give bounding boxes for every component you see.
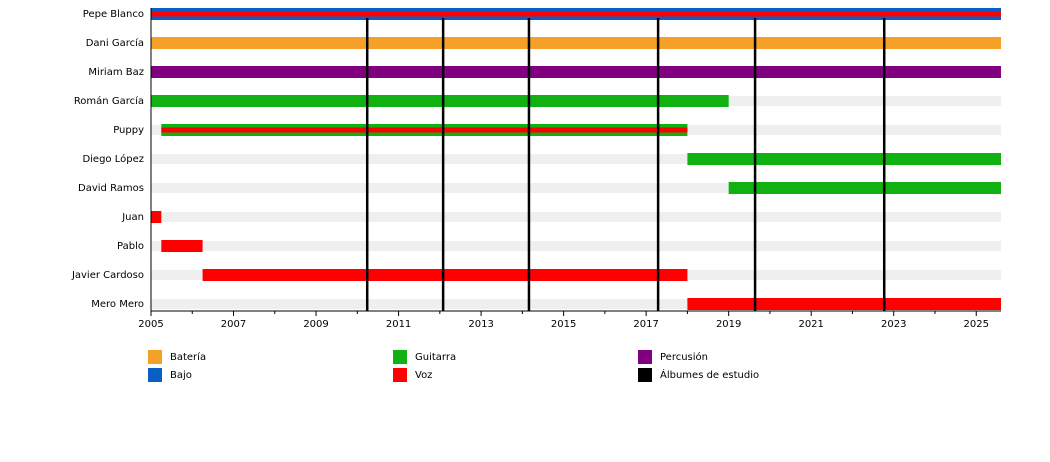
y-tick-label: Pablo: [117, 241, 144, 252]
legend-swatch: [638, 350, 652, 364]
x-tick-label: 2013: [468, 319, 493, 330]
y-tick-label: David Ramos: [78, 183, 144, 194]
bar: [161, 127, 688, 133]
x-tick-label: 2005: [138, 319, 163, 330]
row-band: [151, 212, 1001, 222]
x-tick-label: 2019: [716, 319, 741, 330]
bar: [202, 269, 688, 281]
row-band: [151, 241, 1001, 251]
y-tick-label: Dani García: [86, 37, 144, 49]
bar: [161, 240, 203, 252]
legend-label: Batería: [170, 351, 206, 363]
y-tick-label: Pepe Blanco: [83, 9, 144, 20]
x-tick-label: 2009: [303, 319, 328, 330]
bar: [151, 95, 729, 107]
bar: [728, 182, 1001, 194]
y-tick-label: Diego López: [82, 153, 144, 165]
row-band: [151, 183, 1001, 193]
x-tick-label: 2017: [633, 319, 658, 330]
row-band: [151, 299, 1001, 309]
legend-label: Guitarra: [415, 352, 456, 363]
bar: [151, 11, 1001, 17]
legend-swatch: [148, 350, 162, 364]
x-tick-label: 2025: [964, 319, 989, 330]
x-tick-label: 2015: [551, 319, 576, 330]
legend-label: Voz: [415, 370, 432, 381]
bar: [151, 66, 1001, 78]
legend-swatch: [393, 350, 407, 364]
bar: [687, 298, 1001, 310]
y-tick-label: Mero Mero: [91, 299, 144, 310]
y-tick-label: Miriam Baz: [88, 67, 144, 78]
bar: [151, 211, 162, 223]
y-tick-label: Juan: [121, 212, 144, 223]
x-tick-label: 2021: [798, 319, 823, 330]
bar: [151, 37, 1001, 49]
legend-label: Bajo: [170, 370, 192, 381]
legend-label: Álbumes de estudio: [660, 368, 759, 381]
y-tick-label: Puppy: [113, 125, 144, 136]
row-band: [151, 154, 1001, 164]
y-tick-label: Javier Cardoso: [71, 270, 144, 281]
legend-swatch: [393, 368, 407, 382]
x-tick-label: 2007: [221, 319, 246, 330]
legend-label: Percusión: [660, 351, 708, 363]
x-tick-label: 2011: [386, 319, 411, 330]
legend-swatch: [148, 368, 162, 382]
bar: [687, 153, 1001, 165]
legend-swatch: [638, 368, 652, 382]
x-tick-label: 2023: [881, 319, 906, 330]
y-tick-label: Román García: [74, 95, 144, 107]
